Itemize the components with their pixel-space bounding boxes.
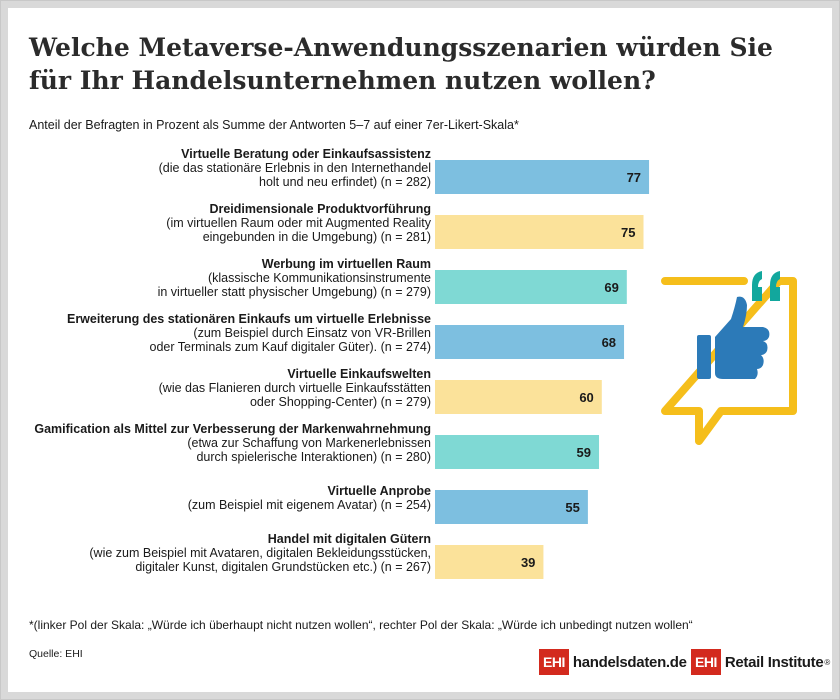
category-title-1: Virtuelle Beratung oder Einkaufsassisten… xyxy=(181,147,431,161)
bar-8 xyxy=(435,545,544,579)
source-note: Quelle: EHI xyxy=(29,648,83,660)
category-title-8: Handel mit digitalen Gütern xyxy=(268,532,431,546)
category-title-7: Virtuelle Anprobe xyxy=(328,484,432,498)
bar-value-label-7: 55 xyxy=(565,500,579,515)
bar-4 xyxy=(435,325,625,359)
chart-title: Welche Metaverse-Anwendungsszenarien wür… xyxy=(29,33,773,95)
bar-value-label-2: 75 xyxy=(621,225,635,240)
category-detail-1-1: (die das stationäre Erlebnis in den Inte… xyxy=(159,161,431,175)
registered-mark: ® xyxy=(824,657,831,667)
category-title-5: Virtuelle Einkaufswelten xyxy=(287,367,431,381)
category-detail-6-1: (etwa zur Schaffung von Markenerlebnisse… xyxy=(187,436,431,450)
thumbs-up-speech-bubble-icon xyxy=(661,271,797,445)
category-title-2: Dreidimensionale Produktvorführung xyxy=(209,202,431,216)
frame-border-left xyxy=(1,1,8,699)
category-detail-8-1: (wie zum Beispiel mit Avataren, digitale… xyxy=(89,546,431,560)
bar-value-label-1: 77 xyxy=(627,170,641,185)
footnote: *(linker Pol der Skala: „Würde ich überh… xyxy=(29,618,693,632)
chart-subtitle: Anteil der Befragten in Prozent als Summ… xyxy=(29,118,519,132)
bar-chart: 77 Virtuelle Beratung oder Einkaufsassist… xyxy=(34,147,650,579)
category-detail-3-1: (klassische Kommunikationsinstrumente xyxy=(208,271,431,285)
bar-value-label-3: 69 xyxy=(604,280,618,295)
handelsdaten-logo-box: EHI xyxy=(539,649,569,675)
bar-6 xyxy=(435,435,600,469)
frame-border-right xyxy=(832,1,839,699)
category-title-6: Gamification als Mittel zur Verbesserung… xyxy=(34,422,431,436)
category-title-4: Erweiterung des stationären Einkaufs um … xyxy=(67,312,431,326)
bar-value-label-8: 39 xyxy=(521,555,535,570)
category-detail-8-2: digitaler Kunst, digitalen Grundstücken … xyxy=(135,560,431,574)
bar-value-label-6: 59 xyxy=(577,445,591,460)
handelsdaten-logo: EHI handelsdaten.de xyxy=(539,649,687,675)
category-detail-4-2: oder Terminals zum Kauf digitaler Güter)… xyxy=(150,340,432,354)
bar-value-label-5: 60 xyxy=(579,390,593,405)
bar-value-label-4: 68 xyxy=(602,335,616,350)
category-detail-7-1: (zum Beispiel mit eigenem Avatar) (n = 2… xyxy=(188,498,431,512)
category-detail-6-2: durch spielerische Interaktionen) (n = 2… xyxy=(196,450,431,464)
category-detail-2-2: eingebunden in die Umgebung) (n = 281) xyxy=(203,230,431,244)
category-detail-2-1: (im virtuellen Raum oder mit Augmented R… xyxy=(166,216,431,230)
ehi-retail-institute-logo: EHI Retail Institute ® xyxy=(691,649,830,675)
category-detail-5-1: (wie das Flanieren durch virtuelle Einka… xyxy=(159,381,431,395)
retail-institute-logo-text: Retail Institute xyxy=(724,653,824,671)
retail-institute-logo-box: EHI xyxy=(691,649,721,675)
category-detail-5-2: oder Shopping-Center) (n = 279) xyxy=(250,395,431,409)
bar-1 xyxy=(435,160,650,194)
bar-3 xyxy=(435,270,627,304)
category-title-3: Werbung im virtuellen Raum xyxy=(262,257,431,271)
category-detail-1-2: holt und neu erfindet) (n = 282) xyxy=(259,175,431,189)
category-detail-3-2: in virtueller statt physischer Umgebung)… xyxy=(158,285,431,299)
bar-2 xyxy=(435,215,644,249)
handelsdaten-logo-text: handelsdaten.de xyxy=(572,653,687,671)
bar-7 xyxy=(435,490,588,524)
category-detail-4-1: (zum Beispiel durch Einsatz von VR-Brill… xyxy=(193,326,431,340)
bar-5 xyxy=(435,380,602,414)
